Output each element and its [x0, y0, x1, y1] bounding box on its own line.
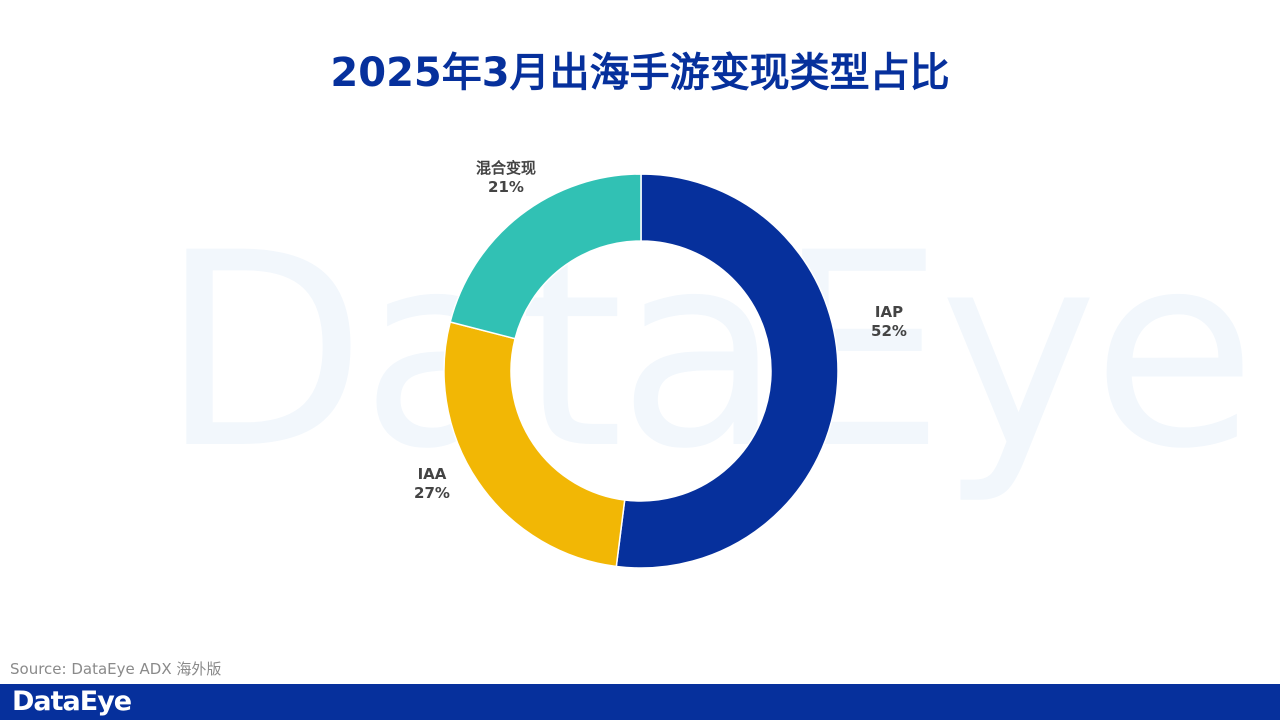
footer-logo: DataEye	[12, 686, 132, 717]
label-hybrid-name: 混合变现	[475, 159, 536, 177]
donut-slice-IAA	[443, 321, 626, 568]
watermark-logo: DataEye	[160, 196, 1257, 508]
donut-slice-IAP	[615, 173, 839, 569]
chart-title: 2025年3月出海手游变现类型占比	[330, 50, 950, 96]
label-hybrid: 混合变现 21%	[456, 159, 556, 197]
donut-slice-混合变现	[449, 173, 642, 340]
label-iap-value: 52%	[871, 322, 907, 340]
label-iaa: IAA 27%	[392, 465, 472, 503]
source-note: Source: DataEye ADX 海外版	[10, 660, 222, 678]
label-iaa-name: IAA	[417, 465, 447, 483]
label-hybrid-value: 21%	[488, 178, 524, 196]
label-iap-name: IAP	[874, 303, 904, 321]
footer-bar: DataEye	[0, 684, 1280, 720]
label-iap: IAP 52%	[849, 303, 929, 341]
label-iaa-value: 27%	[414, 484, 450, 502]
